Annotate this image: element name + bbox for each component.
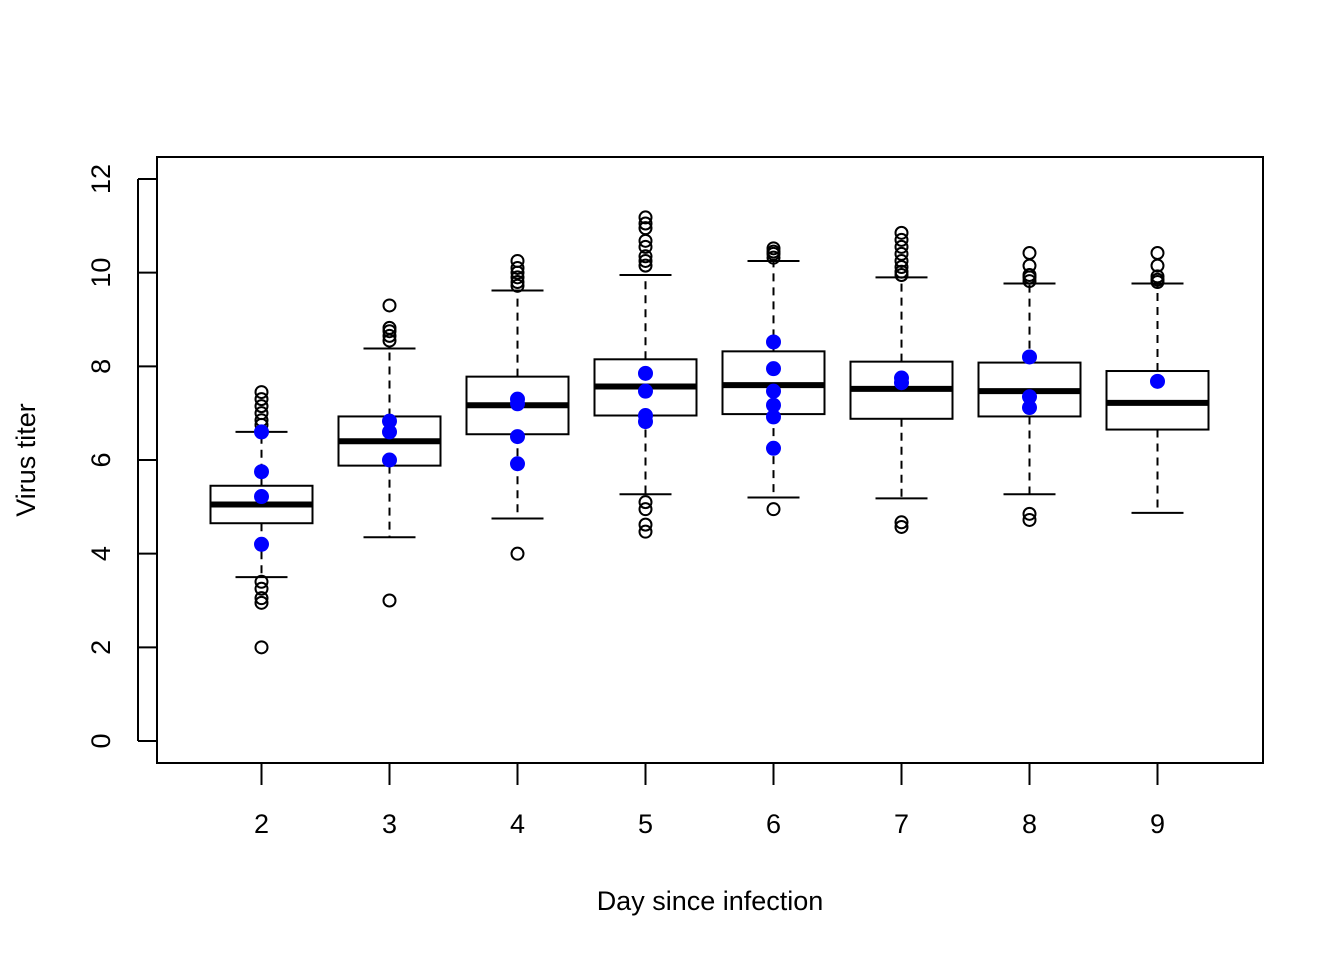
outlier-point <box>894 253 909 268</box>
observed-point <box>766 440 781 456</box>
outlier-point <box>254 595 269 610</box>
x-tick-label: 6 <box>766 809 781 839</box>
outlier-point <box>254 385 269 400</box>
outlier-point <box>638 221 653 236</box>
outlier-point <box>382 328 397 343</box>
observed-point <box>510 391 525 407</box>
observed-point <box>638 365 653 381</box>
y-tick-label: 0 <box>86 733 116 748</box>
outlier-point <box>638 253 653 268</box>
observed-point <box>1150 373 1165 389</box>
outlier-point <box>894 260 909 275</box>
outlier-point <box>1022 512 1037 527</box>
outlier-point <box>638 210 653 225</box>
observed-point <box>894 370 909 386</box>
outlier-point <box>638 239 653 254</box>
outlier-point <box>254 399 269 414</box>
outlier-point <box>638 517 653 532</box>
outlier-point <box>638 258 653 273</box>
observed-point <box>766 334 781 350</box>
outlier-point <box>254 574 269 589</box>
y-axis: 0 2 4 6 8 10 12 <box>86 164 157 749</box>
outlier-point <box>1022 274 1037 289</box>
outlier-point <box>1022 245 1037 260</box>
x-tick-label: 8 <box>1022 809 1037 839</box>
x-axis: 2 3 4 5 6 7 8 9 <box>254 762 1165 839</box>
x-tick-label: 3 <box>382 809 397 839</box>
y-axis-label: Virus titer <box>11 403 41 517</box>
x-axis-label: Day since infection <box>597 886 824 916</box>
outlier-point <box>894 225 909 240</box>
outlier-point <box>766 241 781 256</box>
outlier-point <box>1150 245 1165 260</box>
observed-point <box>638 408 653 424</box>
observed-point <box>1022 349 1037 365</box>
observed-point <box>638 383 653 399</box>
box-day-2 <box>209 385 314 655</box>
observed-point <box>254 424 269 440</box>
outlier-point <box>382 320 397 335</box>
observed-point <box>254 536 269 552</box>
x-tick-label: 4 <box>510 809 525 839</box>
outlier-point <box>894 232 909 247</box>
y-tick-label: 12 <box>86 164 116 194</box>
plot-frame <box>156 156 1264 764</box>
observed-point <box>382 413 397 429</box>
x-tick-label: 9 <box>1150 809 1165 839</box>
outlier-point <box>766 250 781 265</box>
observed-point <box>254 489 269 505</box>
outlier-point <box>510 270 525 285</box>
outlier-point <box>894 239 909 254</box>
outlier-point <box>510 546 525 561</box>
box-day-6 <box>721 241 826 517</box>
y-tick-label: 6 <box>86 452 116 467</box>
outlier-point <box>894 246 909 261</box>
y-tick-label: 4 <box>86 546 116 561</box>
box-day-8 <box>977 245 1082 527</box>
y-tick-label: 2 <box>86 640 116 655</box>
outlier-point <box>638 524 653 539</box>
observed-point <box>1022 389 1037 405</box>
outlier-point <box>254 406 269 421</box>
y-tick-label: 10 <box>86 258 116 288</box>
observed-point <box>766 383 781 399</box>
x-tick-label: 7 <box>894 809 909 839</box>
outlier-point <box>382 593 397 608</box>
observed-point <box>254 464 269 480</box>
observed-point <box>766 361 781 377</box>
outlier-point <box>510 278 525 293</box>
outlier-point <box>894 519 909 534</box>
outlier-point <box>1150 269 1165 284</box>
outlier-point <box>1022 268 1037 283</box>
observed-point <box>382 452 397 468</box>
x-tick-label: 2 <box>254 809 269 839</box>
outlier-point <box>638 502 653 517</box>
outlier-point <box>510 260 525 275</box>
observed-point <box>766 397 781 413</box>
boxes <box>209 210 1210 655</box>
outlier-point <box>766 502 781 517</box>
outlier-point <box>894 515 909 530</box>
outlier-point <box>510 253 525 268</box>
outlier-point <box>638 249 653 264</box>
outlier-point <box>254 640 269 655</box>
outlier-point <box>1022 506 1037 521</box>
outlier-point <box>894 264 909 279</box>
outlier-point <box>254 591 269 606</box>
observed-point <box>510 456 525 472</box>
outlier-point <box>638 216 653 231</box>
observed-points <box>254 334 1165 552</box>
outlier-point <box>382 298 397 313</box>
x-tick-label: 5 <box>638 809 653 839</box>
outlier-point <box>254 392 269 407</box>
outlier-point <box>254 581 269 596</box>
observed-point <box>510 429 525 445</box>
outlier-point <box>510 275 525 290</box>
outlier-point <box>638 495 653 510</box>
y-tick-label: 8 <box>86 359 116 374</box>
